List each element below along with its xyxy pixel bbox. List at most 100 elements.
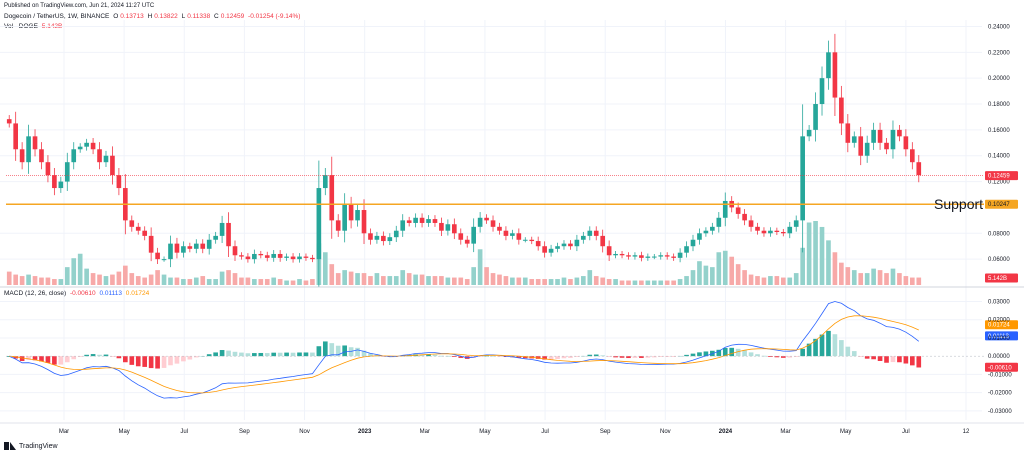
support-price-tag: 0.10247: [988, 202, 1010, 208]
volume-bar: [219, 271, 225, 285]
volume-bar: [335, 273, 341, 285]
volume-bar: [413, 274, 418, 285]
candle-body: [768, 230, 773, 234]
candle-body: [361, 210, 367, 234]
macd-tick-label: 0.01000: [988, 336, 1010, 342]
volume-bar: [593, 276, 599, 285]
volume-bar: [303, 280, 309, 285]
volume-bar: [819, 226, 825, 285]
volume-bar: [129, 273, 135, 285]
volume-bar: [897, 273, 902, 285]
volume-tag: 5.142B: [988, 276, 1007, 282]
macd-histogram-bar: [19, 356, 25, 361]
macd-histogram-bar: [174, 356, 180, 364]
macd-histogram-bar: [187, 356, 193, 360]
candle-body: [471, 226, 476, 244]
volume-bar: [697, 261, 702, 285]
candle-body: [497, 226, 502, 231]
candle-body: [200, 243, 206, 249]
candle-body: [97, 149, 102, 163]
candle-body: [832, 52, 838, 98]
price-tick-label: 0.22000: [988, 50, 1010, 56]
volume-bar: [77, 253, 83, 285]
volume-bars: [6, 221, 922, 285]
volume-bar: [710, 267, 715, 285]
macd-zero-label: 0.00000: [988, 354, 1010, 360]
volume-bar: [787, 277, 793, 285]
candle-body: [381, 235, 386, 242]
candle-body: [400, 220, 406, 231]
candle-body: [871, 129, 876, 143]
candle-body: [613, 253, 618, 256]
volume-bar: [735, 264, 741, 285]
support-label: Support: [934, 196, 983, 212]
volume-bar: [45, 277, 51, 285]
macd-histogram-bar: [658, 356, 664, 357]
time-tick-label: May: [840, 429, 851, 435]
macd-histogram-bar: [90, 354, 96, 357]
symbol-name[interactable]: Dogecoin / TetherUS, 1W, BINANCE: [4, 13, 110, 20]
macd-histogram-bar: [316, 346, 322, 357]
volume-bar: [161, 274, 167, 285]
macd-histogram-bar: [310, 352, 315, 357]
volume-bar: [806, 222, 812, 285]
candle-body: [793, 220, 799, 227]
time-tick-label: Mar: [420, 429, 430, 435]
macd-histogram-bar: [755, 354, 760, 357]
volume-bar: [497, 274, 502, 285]
time-tick-label: Jul: [541, 429, 549, 435]
macd-histogram-bar: [806, 343, 812, 357]
macd-histogram-bar: [768, 356, 773, 357]
candle-body: [342, 204, 347, 231]
candle-body: [77, 146, 83, 150]
macd-histogram-bar: [651, 356, 657, 358]
macd-tick-label: 0.02000: [988, 318, 1010, 324]
volume-bar: [722, 250, 728, 285]
volume-bar: [39, 277, 44, 285]
macd-histogram-bar: [181, 356, 186, 362]
volume-bar: [297, 279, 302, 285]
volume-bar: [439, 276, 444, 285]
published-line: Published on TradingView.com, Jun 21, 20…: [4, 3, 155, 9]
macd-axis: 0.03000 0.02000 0.01000 -0.01000 -0.02000 -0.…: [988, 299, 1012, 414]
volume-bar: [368, 276, 373, 285]
volume-bar: [406, 273, 412, 285]
macd-histogram-bar: [368, 353, 373, 357]
candle-body: [45, 162, 51, 176]
volume-bar: [464, 279, 470, 285]
candle-body: [439, 222, 444, 231]
volume-bar: [284, 280, 289, 285]
macd-histogram-bar: [419, 354, 425, 357]
volume-bar: [239, 277, 244, 285]
time-tick-label: Nov: [299, 429, 310, 435]
macd-histogram-bar: [452, 356, 457, 357]
volume-bar: [851, 270, 857, 285]
macd-histogram-bar: [193, 356, 199, 358]
candle-body: [710, 226, 715, 231]
macd-histogram-bar: [555, 356, 560, 359]
candle-body: [110, 155, 115, 176]
candle-body: [626, 255, 631, 257]
candle-body: [593, 230, 599, 236]
volume-bar: [322, 252, 328, 285]
price-legend: Dogecoin / TetherUS, 1W, BINANCE O 0.1371…: [4, 13, 301, 20]
candle-body: [864, 142, 870, 156]
macd-histogram-bar: [355, 347, 360, 357]
tradingview-logo[interactable]: TradingView: [4, 442, 58, 450]
macd-histogram-bar: [780, 356, 786, 358]
candle-body: [464, 239, 470, 244]
volume-bar: [471, 267, 476, 285]
candle-body: [632, 255, 638, 257]
volume-bar: [6, 271, 12, 285]
macd-histogram-bar: [535, 356, 541, 359]
price-tick-label: 0.14000: [988, 154, 1010, 160]
candle-body: [258, 253, 264, 256]
signal-line: [9, 315, 919, 394]
volume-bar: [84, 268, 89, 285]
volume-bar: [535, 279, 541, 285]
macd-histogram-bar: [897, 356, 902, 363]
volume-bar: [748, 274, 754, 285]
candle-body: [722, 200, 728, 218]
volume-bar: [877, 270, 883, 285]
